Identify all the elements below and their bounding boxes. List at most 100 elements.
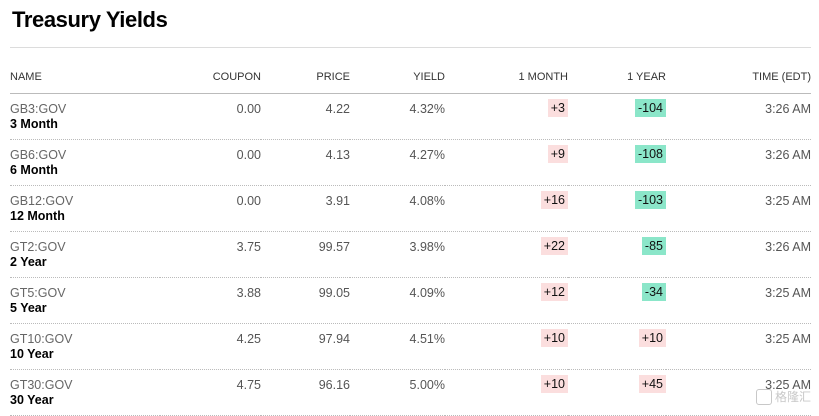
watermark-text: 格隆汇 <box>774 390 811 404</box>
price-value: 99.05 <box>318 286 350 300</box>
1-year-cell: +45 <box>568 369 666 416</box>
1-year-cell: -34 <box>568 277 666 324</box>
column-header-1-month[interactable]: 1 MONTH <box>445 60 568 94</box>
ticker-link[interactable]: GT10:GOV <box>10 332 73 346</box>
price-value: 4.22 <box>325 102 350 116</box>
ticker-link[interactable]: GT5:GOV <box>10 286 66 300</box>
1-year-change-badge: +10 <box>638 329 666 347</box>
name-cell: GB3:GOV 3 Month <box>10 93 160 140</box>
coupon-cell: 0.00 <box>160 93 261 140</box>
column-header-price[interactable]: PRICE <box>261 60 350 94</box>
name-cell: GB12:GOV 12 Month <box>10 185 160 232</box>
time-value: 3:25 AM <box>765 378 811 392</box>
time-value: 3:26 AM <box>765 102 811 116</box>
column-header-name[interactable]: NAME <box>10 60 160 94</box>
price-cell: 99.05 <box>261 277 350 324</box>
1-month-change-badge: +9 <box>547 145 568 163</box>
1-month-change-badge: +3 <box>547 99 568 117</box>
name-cell: GT10:GOV 10 Year <box>10 323 160 370</box>
1-month-change-badge: +10 <box>540 375 568 393</box>
table-row[interactable]: GB12:GOV 12 Month 0.00 3.91 4.08% +16 -103 3:25… <box>10 185 811 232</box>
column-header-coupon[interactable]: COUPON <box>160 60 261 94</box>
time-cell: 3:25 AM <box>666 185 811 232</box>
term-label: 30 Year <box>10 393 54 407</box>
ticker-link[interactable]: GB6:GOV <box>10 148 67 162</box>
table-row[interactable]: GT10:GOV 10 Year 4.25 97.94 4.51% +10 +10 3:25 … <box>10 323 811 370</box>
price-value: 96.16 <box>318 378 350 392</box>
time-value: 3:25 AM <box>765 286 811 300</box>
coupon-cell: 3.88 <box>160 277 261 324</box>
time-value: 3:25 AM <box>765 332 811 346</box>
1-year-change-badge: -34 <box>641 283 666 301</box>
coupon-value: 3.75 <box>236 240 261 254</box>
1-year-cell: +10 <box>568 323 666 370</box>
1-month-change-badge: +16 <box>540 191 568 209</box>
column-header-1-year[interactable]: 1 YEAR <box>568 60 666 94</box>
price-cell: 96.16 <box>261 369 350 416</box>
time-cell: 3:25 AM <box>666 369 811 416</box>
time-value: 3:26 AM <box>765 240 811 254</box>
price-value: 3.91 <box>325 194 350 208</box>
price-value: 99.57 <box>318 240 350 254</box>
1-year-cell: -85 <box>568 231 666 278</box>
coupon-value: 3.88 <box>236 286 261 300</box>
yield-cell: 4.51% <box>350 323 445 370</box>
table-row[interactable]: GT5:GOV 5 Year 3.88 99.05 4.09% +12 -34 3:25 AM <box>10 277 811 324</box>
column-header-time[interactable]: TIME (EDT) <box>666 60 811 94</box>
yield-cell: 3.98% <box>350 231 445 278</box>
table-row[interactable]: GB3:GOV 3 Month 0.00 4.22 4.32% +3 -104 3:26 AM <box>10 93 811 140</box>
term-label: 2 Year <box>10 255 47 269</box>
price-value: 4.13 <box>325 148 350 162</box>
price-cell: 99.57 <box>261 231 350 278</box>
time-cell: 3:25 AM <box>666 277 811 324</box>
1-year-change-badge: -85 <box>641 237 666 255</box>
coupon-cell: 0.00 <box>160 185 261 232</box>
coupon-cell: 0.00 <box>160 139 261 186</box>
time-value: 3:26 AM <box>765 148 811 162</box>
coupon-value: 4.25 <box>236 332 261 346</box>
yield-cell: 4.08% <box>350 185 445 232</box>
1-year-change-badge: -108 <box>634 145 666 163</box>
coupon-cell: 3.75 <box>160 231 261 278</box>
table-row[interactable]: GT30:GOV 30 Year 4.75 96.16 5.00% +10 +45 3:25 … <box>10 369 811 416</box>
yield-cell: 4.09% <box>350 277 445 324</box>
treasury-yields-table: NAME COUPON PRICE YIELD 1 MONTH 1 YEAR T… <box>10 60 811 416</box>
watermark: 格隆汇 <box>755 388 811 405</box>
title-divider <box>10 47 811 48</box>
term-label: 12 Month <box>10 209 65 223</box>
term-label: 5 Year <box>10 301 47 315</box>
name-cell: GT5:GOV 5 Year <box>10 277 160 324</box>
ticker-link[interactable]: GT2:GOV <box>10 240 66 254</box>
yield-cell: 4.32% <box>350 93 445 140</box>
coupon-cell: 4.25 <box>160 323 261 370</box>
yield-cell: 4.27% <box>350 139 445 186</box>
1-month-change-badge: +12 <box>540 283 568 301</box>
price-cell: 97.94 <box>261 323 350 370</box>
coupon-cell: 4.75 <box>160 369 261 416</box>
yield-value: 4.09% <box>409 286 445 300</box>
table-row[interactable]: GT2:GOV 2 Year 3.75 99.57 3.98% +22 -85 3:26 AM <box>10 231 811 278</box>
ticker-link[interactable]: GB12:GOV <box>10 194 74 208</box>
price-cell: 4.22 <box>261 93 350 140</box>
yield-value: 4.51% <box>409 332 445 346</box>
name-cell: GT30:GOV 30 Year <box>10 369 160 416</box>
1-year-cell: -104 <box>568 93 666 140</box>
ticker-link[interactable]: GB3:GOV <box>10 102 67 116</box>
1-year-change-badge: +45 <box>638 375 666 393</box>
coupon-value: 4.75 <box>236 378 261 392</box>
table-row[interactable]: GB6:GOV 6 Month 0.00 4.13 4.27% +9 -108 3:26 AM <box>10 139 811 186</box>
1-month-change-badge: +22 <box>540 237 568 255</box>
1-month-cell: +22 <box>445 231 568 278</box>
time-cell: 3:26 AM <box>666 231 811 278</box>
1-year-change-badge: -103 <box>634 191 666 209</box>
yield-value: 5.00% <box>409 378 445 392</box>
1-year-cell: -103 <box>568 185 666 232</box>
term-label: 3 Month <box>10 117 58 131</box>
coupon-value: 0.00 <box>236 148 261 162</box>
ticker-link[interactable]: GT30:GOV <box>10 378 73 392</box>
yield-value: 3.98% <box>409 240 445 254</box>
table-header-row: NAME COUPON PRICE YIELD 1 MONTH 1 YEAR T… <box>10 60 811 94</box>
column-header-yield[interactable]: YIELD <box>350 60 445 94</box>
time-cell: 3:26 AM <box>666 93 811 140</box>
1-month-cell: +12 <box>445 277 568 324</box>
